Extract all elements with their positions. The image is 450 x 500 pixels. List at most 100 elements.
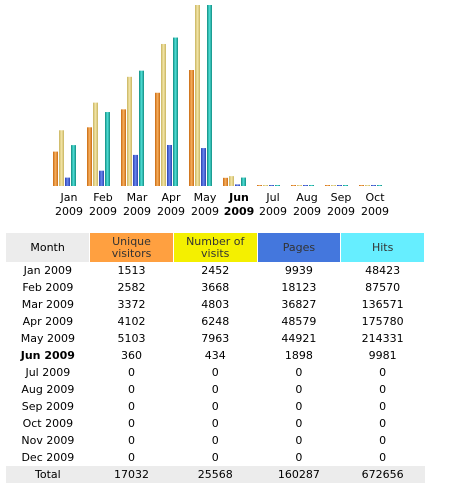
bar [105, 112, 110, 186]
value-cell: 4102 [117, 315, 146, 328]
value-cell: 2582 [117, 281, 146, 294]
bar [71, 145, 76, 186]
total-cell: 672656 [340, 466, 425, 483]
month-cell: Oct 2009 [22, 417, 74, 430]
table-row: Oct 2009 0 0 0 0 [6, 415, 425, 432]
month-cell: Dec 2009 [21, 451, 75, 464]
bar [325, 185, 330, 186]
month-label: Feb 2009 [89, 191, 117, 218]
value-cell: 7963 [201, 332, 230, 345]
bar [275, 185, 280, 186]
bar [241, 177, 246, 186]
bar [263, 185, 268, 186]
value-cell: 175780 [361, 315, 404, 328]
value-cell: 36827 [281, 298, 317, 311]
value-cell: 0 [379, 400, 387, 413]
value-cell: 44921 [281, 332, 317, 345]
month-label: Sep 2009 [327, 191, 355, 218]
month-label: Oct 2009 [361, 191, 389, 218]
bar [343, 185, 348, 186]
table-row: May 2009 5103 7963 44921 214331 [6, 330, 425, 347]
value-cell: 6248 [201, 315, 230, 328]
value-cell: 0 [295, 417, 303, 430]
table-row: Nov 2009 0 0 0 0 [6, 432, 425, 449]
value-cell: 1513 [117, 264, 146, 277]
value-cell: 9939 [284, 264, 313, 277]
bar [297, 185, 302, 186]
bar [377, 185, 382, 186]
total-row: Total 17032 25568 160287 672656 [6, 466, 425, 483]
column-header: Month [6, 233, 91, 262]
value-cell: 0 [128, 451, 136, 464]
month-label: Apr 2009 [157, 191, 185, 218]
bar [359, 185, 364, 186]
bar [161, 43, 166, 187]
value-cell: 18123 [281, 281, 317, 294]
bar [371, 185, 376, 186]
bar [223, 177, 228, 186]
column-header: Pages [257, 233, 342, 262]
value-cell: 0 [379, 366, 387, 379]
value-cell: 434 [204, 349, 226, 362]
column-header: Number of visits [173, 233, 258, 262]
bar [365, 185, 370, 186]
bar [65, 177, 70, 186]
value-cell: 0 [295, 383, 303, 396]
value-cell: 0 [211, 417, 219, 430]
value-cell: 9981 [368, 349, 397, 362]
bar [189, 70, 194, 186]
bar [207, 5, 212, 186]
month-label: Aug 2009 [293, 191, 321, 218]
bar [59, 130, 64, 186]
column-header: Hits [340, 233, 425, 262]
value-cell: 0 [128, 366, 136, 379]
month-cell: Mar 2009 [21, 298, 74, 311]
bar [195, 5, 200, 186]
month-cell: Sep 2009 [21, 400, 74, 413]
value-cell: 0 [211, 451, 219, 464]
month-label: Mar 2009 [123, 191, 151, 218]
total-cell: 17032 [89, 466, 174, 483]
month-cell: Nov 2009 [21, 434, 75, 447]
value-cell: 0 [128, 383, 136, 396]
value-cell: 48579 [281, 315, 317, 328]
month-cell: Jun 2009 [20, 349, 75, 362]
month-label: Jul 2009 [259, 191, 287, 218]
bar [173, 37, 178, 187]
bar [303, 185, 308, 186]
monthly-chart [53, 5, 382, 187]
bar [201, 148, 206, 186]
value-cell: 0 [211, 383, 219, 396]
bar [93, 102, 98, 186]
month-label: Jun 2009 [223, 191, 255, 218]
value-cell: 1898 [284, 349, 313, 362]
value-cell: 0 [295, 434, 303, 447]
value-cell: 0 [128, 434, 136, 447]
value-cell: 4803 [201, 298, 230, 311]
value-cell: 3372 [117, 298, 146, 311]
table-row: Aug 2009 0 0 0 0 [6, 381, 425, 398]
value-cell: 5103 [117, 332, 146, 345]
table-row: Jan 2009 1513 2452 9939 48423 [6, 262, 425, 279]
table-row: Dec 2009 0 0 0 0 [6, 449, 425, 466]
value-cell: 0 [211, 400, 219, 413]
value-cell: 0 [379, 383, 387, 396]
value-cell: 0 [128, 400, 136, 413]
bar [53, 151, 58, 186]
value-cell: 0 [295, 366, 303, 379]
bar [257, 185, 262, 186]
value-cell: 0 [128, 417, 136, 430]
value-cell: 0 [379, 434, 387, 447]
bar [291, 185, 296, 186]
bar [127, 76, 132, 186]
value-cell: 87570 [365, 281, 401, 294]
table-row: Sep 2009 0 0 0 0 [6, 398, 425, 415]
month-cell: Apr 2009 [22, 315, 74, 328]
total-label: Total [6, 466, 90, 483]
bar [167, 144, 172, 186]
column-header: Unique visitors [89, 233, 174, 262]
bar [99, 170, 104, 186]
value-cell: 0 [295, 451, 303, 464]
total-cell: 25568 [173, 466, 258, 483]
